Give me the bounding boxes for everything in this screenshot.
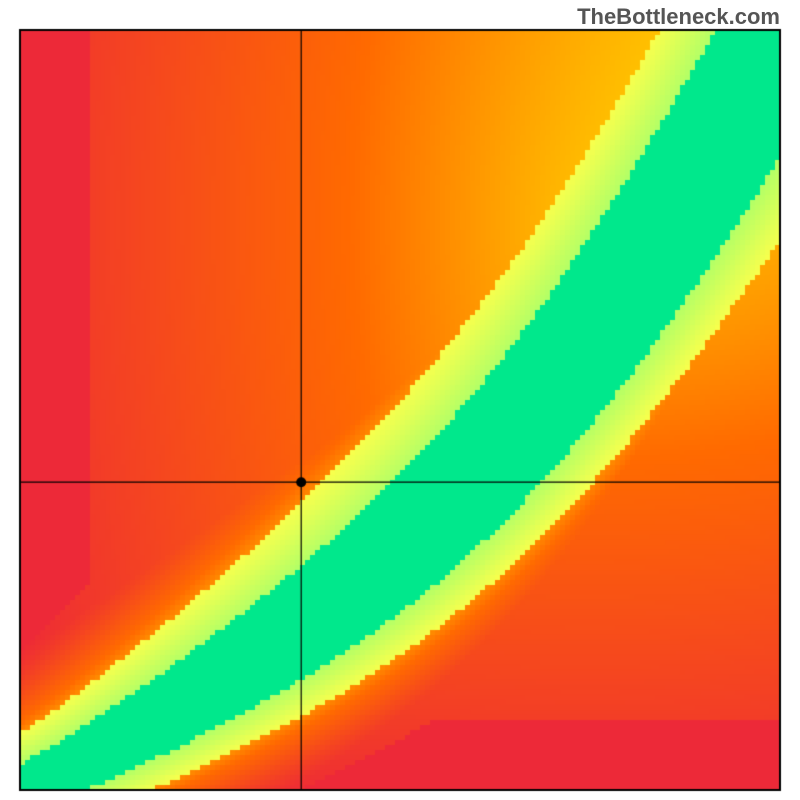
heatmap-canvas xyxy=(0,0,800,800)
chart-container: TheBottleneck.com xyxy=(0,0,800,800)
watermark-text: TheBottleneck.com xyxy=(577,4,780,30)
